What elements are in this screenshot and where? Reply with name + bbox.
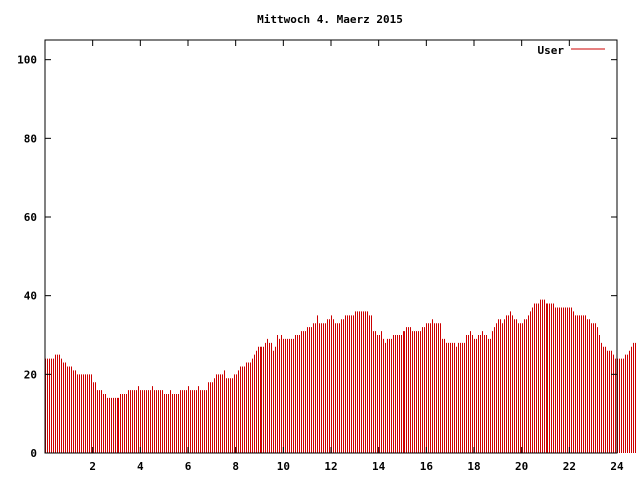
x-tick-label: 4 [137, 460, 144, 473]
y-tick-label: 100 [17, 54, 37, 67]
x-tick-label: 14 [372, 460, 386, 473]
y-tick-label: 0 [30, 447, 37, 460]
bar-series-user [45, 299, 636, 453]
y-tick-label: 40 [24, 290, 37, 303]
x-tick-label: 6 [185, 460, 192, 473]
legend-label-user: User [538, 44, 565, 57]
x-tick-label: 18 [467, 460, 480, 473]
x-tick-label: 20 [515, 460, 528, 473]
x-tick-label: 16 [420, 460, 434, 473]
y-tick-label: 60 [24, 211, 37, 224]
y-tick-label: 20 [24, 368, 37, 381]
chart-title: Mittwoch 4. Maerz 2015 [257, 13, 403, 26]
x-tick-label: 24 [610, 460, 624, 473]
x-tick-label: 10 [277, 460, 290, 473]
legend: User [538, 44, 605, 57]
y-tick-label: 80 [24, 132, 37, 145]
x-tick-label: 22 [563, 460, 576, 473]
x-tick-label: 12 [324, 460, 337, 473]
x-tick-label: 8 [232, 460, 239, 473]
x-tick-label: 2 [89, 460, 96, 473]
